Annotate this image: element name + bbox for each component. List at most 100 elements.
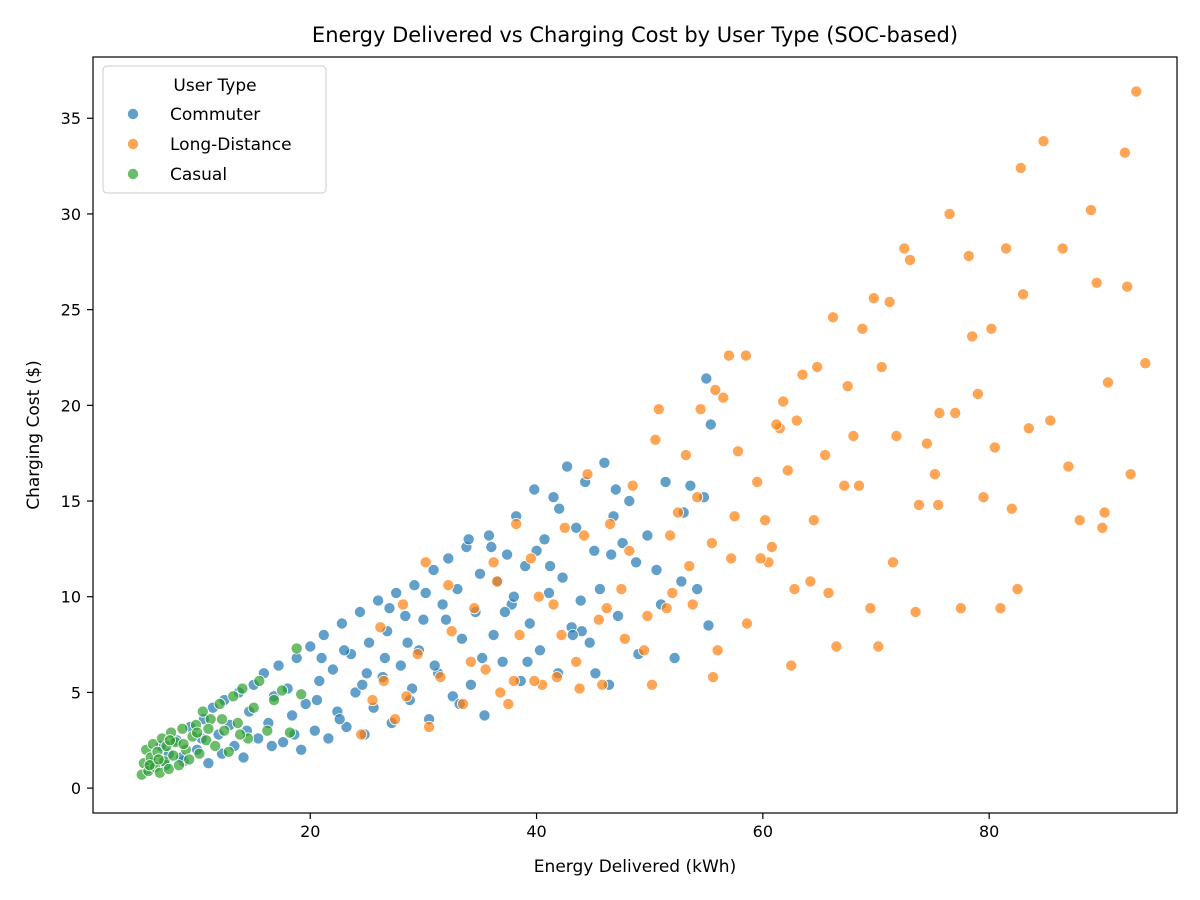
point-commuter	[446, 690, 459, 703]
point-commuter	[317, 629, 330, 642]
point-commuter	[363, 636, 376, 649]
point-commuter	[482, 529, 495, 542]
point-long-distance	[811, 361, 824, 374]
x-axis: 20 40 60 80	[300, 813, 999, 841]
point-long-distance	[1121, 280, 1134, 293]
point-long-distance	[971, 387, 984, 400]
point-long-distance	[765, 541, 778, 554]
point-casual	[290, 642, 303, 655]
point-commuter	[507, 590, 520, 603]
point-long-distance	[464, 655, 477, 668]
point-commuter	[338, 644, 351, 657]
y-axis: 0 5 10 15 20 25 30 35	[61, 109, 93, 798]
point-casual	[295, 688, 308, 701]
point-long-distance	[898, 242, 911, 255]
point-long-distance	[528, 674, 541, 687]
point-commuter	[583, 636, 596, 649]
point-commuter	[528, 483, 541, 496]
point-long-distance	[790, 414, 803, 427]
point-long-distance	[847, 429, 860, 442]
point-long-distance	[615, 583, 628, 596]
point-commuter	[589, 667, 602, 680]
point-long-distance	[547, 598, 560, 611]
point-casual	[191, 726, 204, 739]
point-long-distance	[1014, 161, 1027, 174]
point-long-distance	[807, 514, 820, 527]
point-commuter	[543, 586, 556, 599]
point-long-distance	[626, 479, 639, 492]
point-commuter	[485, 541, 498, 554]
point-casual	[196, 705, 209, 718]
point-long-distance	[592, 613, 605, 626]
point-long-distance	[920, 437, 933, 450]
point-long-distance	[411, 648, 424, 661]
point-long-distance	[434, 671, 447, 684]
point-long-distance	[396, 598, 409, 611]
y-tick-label: 0	[71, 779, 81, 798]
point-long-distance	[672, 506, 685, 519]
point-commuter	[315, 652, 328, 665]
point-long-distance	[494, 686, 507, 699]
point-commuter	[427, 563, 440, 576]
point-long-distance	[1102, 376, 1115, 389]
point-long-distance	[864, 602, 877, 615]
point-long-distance	[751, 475, 764, 488]
legend: User Type Commuter Long-Distance Casual	[102, 65, 327, 194]
point-commuter	[322, 732, 335, 745]
point-casual	[231, 717, 244, 730]
point-commuter	[462, 533, 475, 546]
point-casual	[143, 759, 156, 772]
point-long-distance	[355, 728, 368, 741]
point-long-distance	[872, 640, 885, 653]
point-commuter	[588, 544, 601, 557]
point-casual	[236, 682, 249, 695]
point-commuter	[408, 579, 421, 592]
point-long-distance	[994, 602, 1007, 615]
point-long-distance	[600, 602, 613, 615]
point-casual	[162, 763, 175, 776]
point-commuter	[544, 560, 557, 573]
point-casual	[193, 747, 206, 760]
point-long-distance	[770, 418, 783, 431]
point-commuter	[353, 606, 366, 619]
point-commuter	[335, 617, 348, 630]
point-commuter	[428, 659, 441, 672]
point-long-distance	[423, 720, 436, 733]
point-long-distance	[909, 606, 922, 619]
point-casual	[234, 728, 247, 741]
point-commuter	[360, 667, 373, 680]
point-commuter	[401, 636, 414, 649]
point-long-distance	[875, 361, 888, 374]
point-long-distance	[641, 609, 654, 622]
point-commuter	[304, 640, 317, 653]
point-long-distance	[853, 479, 866, 492]
point-long-distance	[596, 678, 609, 691]
point-long-distance	[638, 644, 651, 657]
point-commuter	[547, 491, 560, 504]
point-long-distance	[725, 552, 738, 565]
point-long-distance	[604, 518, 617, 531]
point-commuter	[333, 713, 346, 726]
point-long-distance	[646, 678, 659, 691]
point-long-distance	[1056, 242, 1069, 255]
point-commuter	[668, 652, 681, 665]
point-long-distance	[988, 441, 1001, 454]
point-long-distance	[1130, 85, 1143, 98]
point-casual	[267, 694, 280, 707]
point-casual	[176, 722, 189, 735]
point-commuter	[612, 609, 625, 622]
x-tick-label: 40	[526, 822, 546, 841]
point-commuter	[295, 743, 308, 756]
point-commuter	[561, 460, 574, 473]
point-long-distance	[785, 659, 798, 672]
x-axis-label: Energy Delivered (kWh)	[534, 857, 736, 877]
legend-box	[102, 65, 327, 194]
point-long-distance	[694, 403, 707, 416]
point-casual	[183, 753, 196, 766]
point-long-distance	[804, 575, 817, 588]
point-long-distance	[1085, 204, 1098, 217]
point-long-distance	[558, 521, 571, 534]
point-long-distance	[819, 449, 832, 462]
point-long-distance	[679, 449, 692, 462]
point-long-distance	[581, 468, 594, 481]
